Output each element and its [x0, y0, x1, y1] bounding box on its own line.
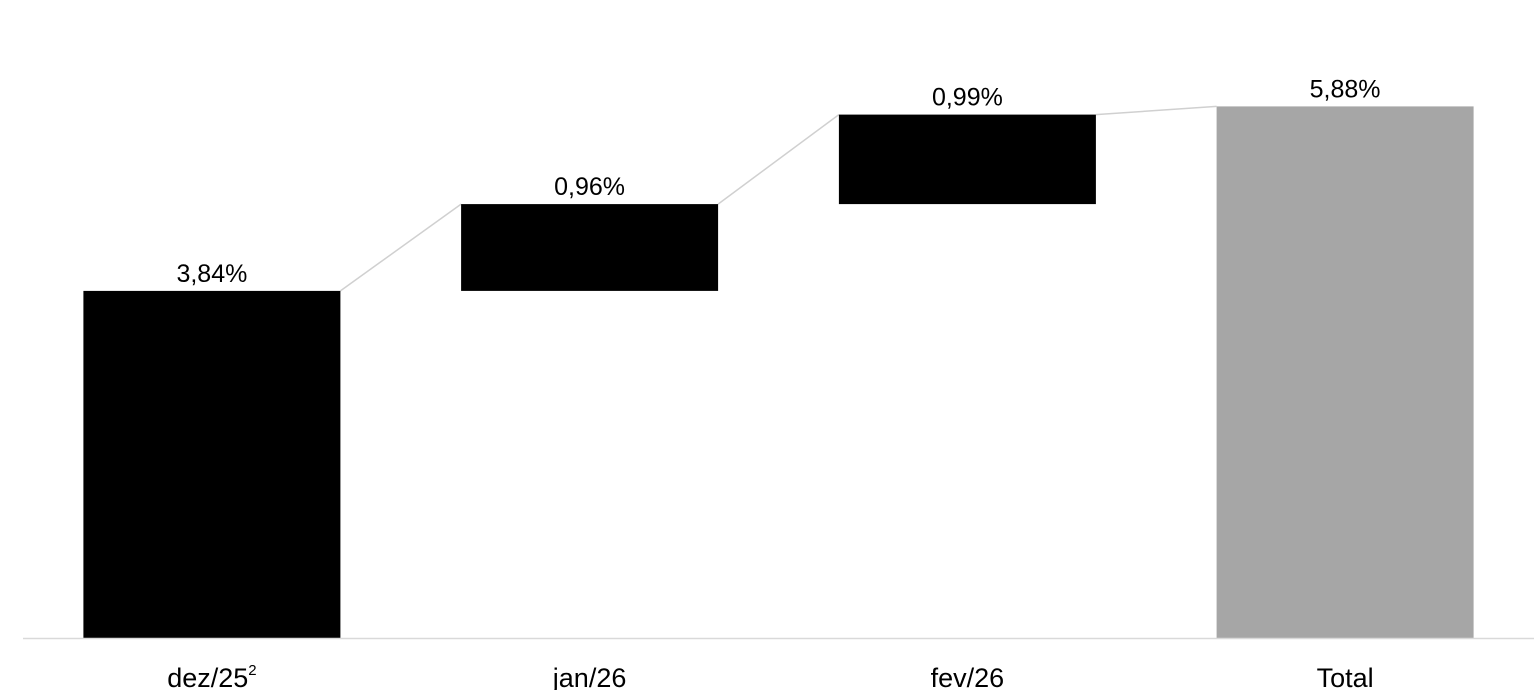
bars-group — [83, 106, 1474, 638]
data-label: 0,99% — [932, 84, 1003, 112]
x-tick-labels-group: dez/252 jan/26 fev/26 Total — [167, 662, 1373, 690]
data-label: 0,96% — [554, 173, 625, 201]
x-tick-label: Total — [1317, 663, 1374, 690]
footnote-marker: 2 — [248, 662, 256, 679]
bar-step-3 — [838, 114, 1096, 205]
x-tick-label: fev/26 — [931, 663, 1005, 690]
bar-step-2 — [461, 204, 719, 291]
connector-line — [717, 113, 840, 205]
bar-step-1 — [83, 290, 341, 638]
data-labels-group: 3,84% 0,96% 0,99% 5,88% — [176, 75, 1381, 288]
connector-line — [339, 203, 462, 292]
bar-total — [1216, 106, 1474, 638]
data-label: 5,88% — [1310, 75, 1381, 103]
connector-lines — [339, 105, 1217, 292]
x-tick-label: jan/26 — [552, 663, 627, 690]
x-tick-label: dez/252 — [167, 662, 256, 690]
data-label: 3,84% — [176, 260, 247, 288]
connector-line — [1095, 105, 1217, 116]
